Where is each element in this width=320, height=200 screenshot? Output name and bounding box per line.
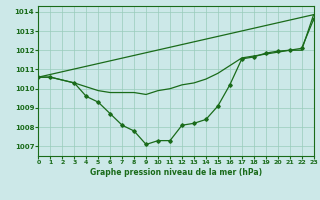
X-axis label: Graphe pression niveau de la mer (hPa): Graphe pression niveau de la mer (hPa) xyxy=(90,168,262,177)
